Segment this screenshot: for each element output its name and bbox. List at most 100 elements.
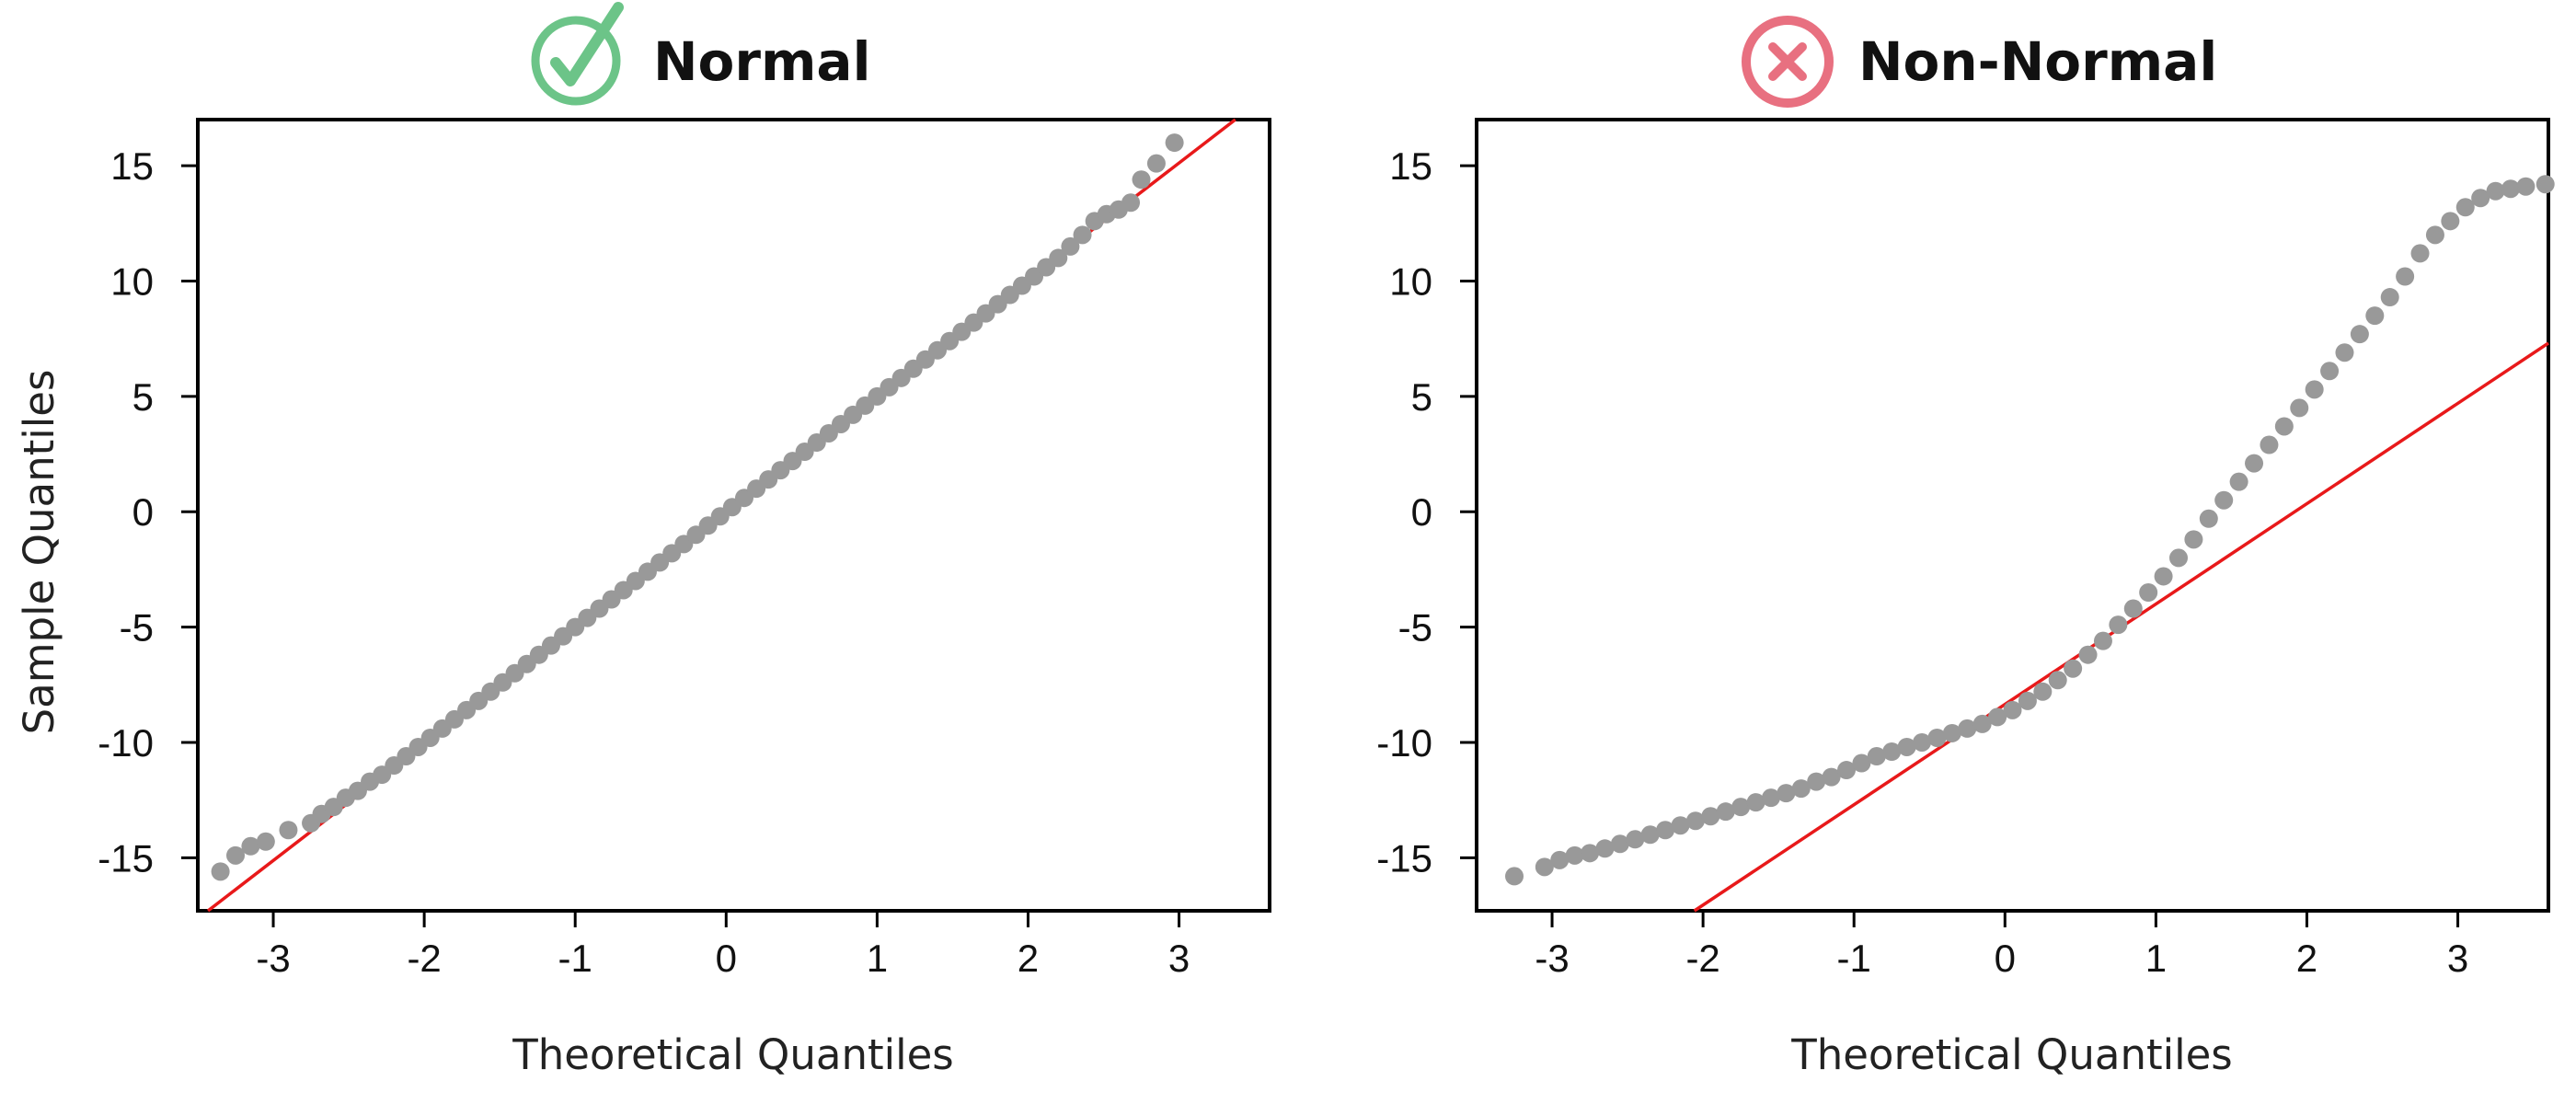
non-normal-x-tick-label: -3 [1535, 937, 1569, 980]
non-normal-title-group: Non-Normal [1742, 16, 2217, 108]
normal-y-tick-label: 0 [132, 490, 154, 534]
non-normal-data-point [2033, 682, 2053, 701]
non-normal-x-axis-label: Theoretical Quantiles [1790, 1030, 2233, 1079]
normal-plot-frame [196, 118, 1271, 913]
normal-sample-points [211, 133, 1184, 881]
normal-data-point [256, 832, 275, 851]
non-normal-x-tick-label: 1 [2145, 937, 2167, 980]
non-normal-data-point [1746, 793, 1765, 812]
non-normal-data-point [2093, 631, 2112, 650]
non-normal-y-tick-label: 5 [1411, 375, 1432, 419]
normal-x-tick-label: 3 [1168, 937, 1190, 980]
non-normal-data-point [1595, 839, 1615, 858]
non-normal-data-point [2501, 179, 2520, 199]
non-normal-data-point [1505, 867, 1524, 886]
normal-data-point [226, 845, 246, 865]
normal-data-point [1165, 133, 1184, 153]
normal-x-tick-label: 1 [867, 937, 888, 980]
non-normal-data-point [1581, 844, 1600, 863]
non-normal-data-point [1897, 737, 1916, 756]
non-normal-data-point [1852, 753, 1871, 773]
non-normal-data-point [2441, 212, 2460, 231]
non-normal-data-point [1550, 850, 1570, 869]
non-normal-data-point [1822, 767, 1841, 787]
non-normal-data-point [2199, 509, 2218, 528]
non-normal-data-point [1610, 834, 1629, 854]
non-normal-data-point [1958, 719, 1977, 738]
normal-y-axis-label: Sample Quantiles [15, 370, 63, 735]
non-normal-data-point [2274, 417, 2294, 436]
non-normal-sample-points [1505, 175, 2555, 886]
non-normal-plot-frame [1475, 118, 2550, 913]
non-normal-y-tick-label: -10 [1376, 721, 1432, 765]
non-normal-data-point [2305, 380, 2324, 399]
non-normal-x-tick-label: -2 [1685, 937, 1719, 980]
normal-x-tick-label: -1 [558, 937, 592, 980]
non-normal-x-tick-label: 3 [2447, 937, 2468, 980]
non-normal-data-point [1913, 732, 1932, 752]
non-normal-data-point [1942, 723, 1961, 742]
non-normal-data-point [2139, 582, 2158, 602]
non-normal-data-point [1882, 742, 1902, 761]
non-normal-data-point [1656, 821, 1675, 840]
non-normal-data-point [2214, 490, 2234, 510]
non-normal-data-point [1565, 845, 1584, 865]
non-normal-data-point [2396, 267, 2415, 286]
non-normal-y-tick-label: 10 [1389, 260, 1432, 304]
non-normal-data-point [2184, 530, 2203, 549]
non-normal-data-point [2018, 691, 2037, 710]
non-normal-data-point [1701, 807, 1720, 826]
non-normal-y-tick-label: 15 [1389, 144, 1432, 188]
normal-y-tick-label: -10 [98, 721, 154, 765]
normal-y-tick-label: 10 [110, 260, 154, 304]
non-normal-data-point [2229, 472, 2248, 491]
non-normal-data-point [2290, 398, 2309, 418]
normal-x-axis-label: Theoretical Quantiles [512, 1030, 954, 1079]
non-normal-data-point [1731, 798, 1751, 817]
normal-data-point [211, 862, 230, 881]
non-normal-data-point [2380, 288, 2399, 307]
non-normal-data-point [1927, 728, 1947, 747]
non-normal-data-point [1837, 761, 1857, 780]
non-normal-data-point [2516, 177, 2536, 196]
normal-y-tick-label: 15 [110, 144, 154, 188]
non-normal-data-point [2536, 175, 2555, 194]
non-normal-data-point [1777, 784, 1796, 803]
non-normal-data-point [2410, 244, 2430, 263]
non-normal-data-point [1867, 747, 1886, 766]
non-normal-x-tick-label: 2 [2296, 937, 2317, 980]
normal-x-tick-label: 2 [1018, 937, 1039, 980]
non-normal-y-tick-label: -15 [1376, 836, 1432, 880]
normal-data-point [1061, 236, 1080, 256]
normal-data-point [279, 821, 298, 840]
normal-x-tick-label: -3 [256, 937, 290, 980]
non-normal-data-point [2425, 225, 2444, 245]
non-normal-data-point [2003, 700, 2022, 719]
non-normal-data-point [2350, 325, 2369, 344]
non-normal-data-point [1535, 857, 1554, 877]
normal-data-point [1049, 248, 1068, 268]
normal-x-tick-label: -2 [407, 937, 441, 980]
normal-y-tick-label: -15 [98, 836, 154, 880]
non-normal-x-tick-label: -1 [1837, 937, 1871, 980]
non-normal-data-point [2154, 567, 2173, 586]
normal-y-tick-label: 5 [132, 375, 154, 419]
non-normal-data-point [2486, 181, 2505, 201]
normal-chart-title: Normal [653, 30, 870, 93]
non-normal-data-point [2168, 548, 2188, 568]
non-normal-data-point [2260, 435, 2279, 454]
non-normal-y-tick-label: -5 [1398, 606, 1432, 650]
non-normal-data-point [1640, 825, 1660, 845]
normal-data-point [1121, 193, 1141, 213]
normal-data-point [1132, 170, 1151, 190]
non-normal-data-point [1716, 802, 1735, 822]
normal-y-tick-label: -5 [120, 606, 154, 650]
non-normal-data-point [1988, 707, 2007, 727]
non-normal-data-point [2123, 599, 2143, 618]
x-circle-icon [1742, 16, 1834, 108]
non-normal-data-point [2048, 671, 2067, 690]
non-normal-data-point [1685, 811, 1705, 831]
non-normal-data-point [2335, 343, 2354, 362]
